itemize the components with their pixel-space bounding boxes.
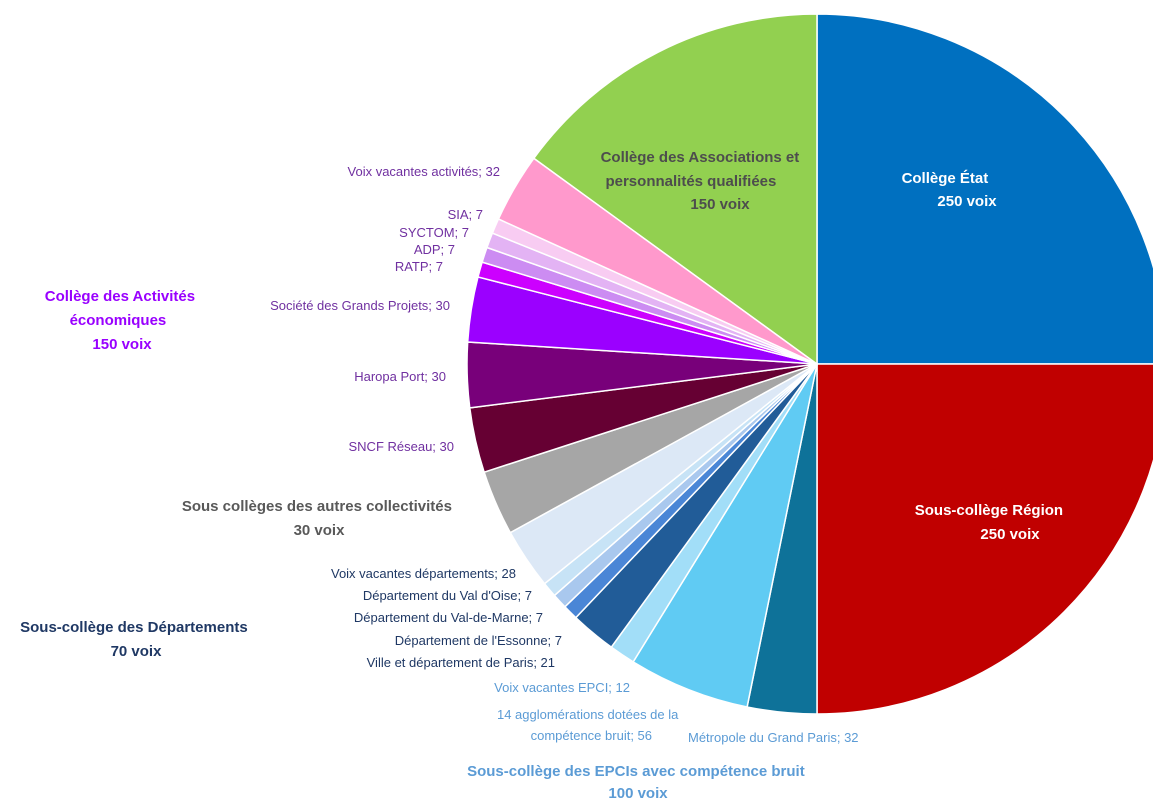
departements-title-line2: 70 voix xyxy=(111,643,163,660)
haropa-label: Haropa Port; 30 xyxy=(354,369,446,384)
epci-title-line2: 100 voix xyxy=(608,785,668,800)
pie-slice-coll-ge-tat xyxy=(816,13,1153,365)
region-label-line1: Sous-collège Région xyxy=(915,502,1063,519)
activites-group-title: Collège des Activités économiques 150 vo… xyxy=(45,288,200,353)
departements-group-title: Sous-collège des Départements 70 voix xyxy=(20,619,252,660)
epci-group-title: Sous-collège des EPCIs avec compétence b… xyxy=(467,763,809,800)
agglo-label: 14 agglomérations dotées de la compétenc… xyxy=(497,707,682,743)
mgp-label: Métropole du Grand Paris; 32 xyxy=(688,730,859,745)
activites-title-line3: 150 voix xyxy=(92,336,152,353)
val-marne-label: Département du Val-de-Marne; 7 xyxy=(354,610,543,625)
pie-slices xyxy=(466,13,1153,715)
autres-title-line1: Sous collèges des autres collectivités xyxy=(182,498,452,515)
etat-label-line1: Collège État xyxy=(902,170,989,187)
assoc-label-line2: personnalités qualifiées xyxy=(605,173,776,190)
voix-vacantes-dep-label: Voix vacantes départements; 28 xyxy=(331,566,516,581)
agglo-label-line2: compétence bruit; 56 xyxy=(531,728,652,743)
sgp-label: Société des Grands Projets; 30 xyxy=(270,298,450,313)
syctom-label: SYCTOM; 7 xyxy=(399,225,469,240)
assoc-label-line3: 150 voix xyxy=(690,196,750,213)
assoc-label-line1: Collège des Associations et xyxy=(601,149,800,166)
sncf-label: SNCF Réseau; 30 xyxy=(349,439,455,454)
etat-label: Collège État 250 voix xyxy=(902,170,998,210)
voix-vacantes-activites-label: Voix vacantes activités; 32 xyxy=(348,164,500,179)
assoc-label: Collège des Associations et personnalité… xyxy=(601,149,804,213)
activites-title-line1: Collège des Activités xyxy=(45,288,195,305)
agglo-label-line1: 14 agglomérations dotées de la xyxy=(497,707,679,722)
ratp-label: RATP; 7 xyxy=(395,259,443,274)
autres-title-line2: 30 voix xyxy=(294,522,346,539)
etat-label-line2: 250 voix xyxy=(937,193,997,210)
region-label: Sous-collège Région 250 voix xyxy=(915,502,1068,543)
departements-title-line1: Sous-collège des Départements xyxy=(20,619,248,636)
epci-title-line1: Sous-collège des EPCIs avec compétence b… xyxy=(467,763,805,780)
sia-label: SIA; 7 xyxy=(448,207,483,222)
activites-title-line2: économiques xyxy=(70,312,167,329)
autres-group-title: Sous collèges des autres collectivités 3… xyxy=(182,498,456,539)
pie-slice-sous-coll-ge-r-gion xyxy=(816,363,1153,715)
voix-vacantes-epci-label: Voix vacantes EPCI; 12 xyxy=(494,680,630,695)
paris-label: Ville et département de Paris; 21 xyxy=(367,655,555,670)
adp-label: ADP; 7 xyxy=(414,242,455,257)
region-label-line2: 250 voix xyxy=(980,526,1040,543)
pie-slice-coll-ge-des-associations-et-personnalit-s-qualifi-es xyxy=(532,13,818,366)
essonne-label: Département de l'Essonne; 7 xyxy=(395,633,562,648)
val-oise-label: Département du Val d'Oise; 7 xyxy=(363,588,532,603)
